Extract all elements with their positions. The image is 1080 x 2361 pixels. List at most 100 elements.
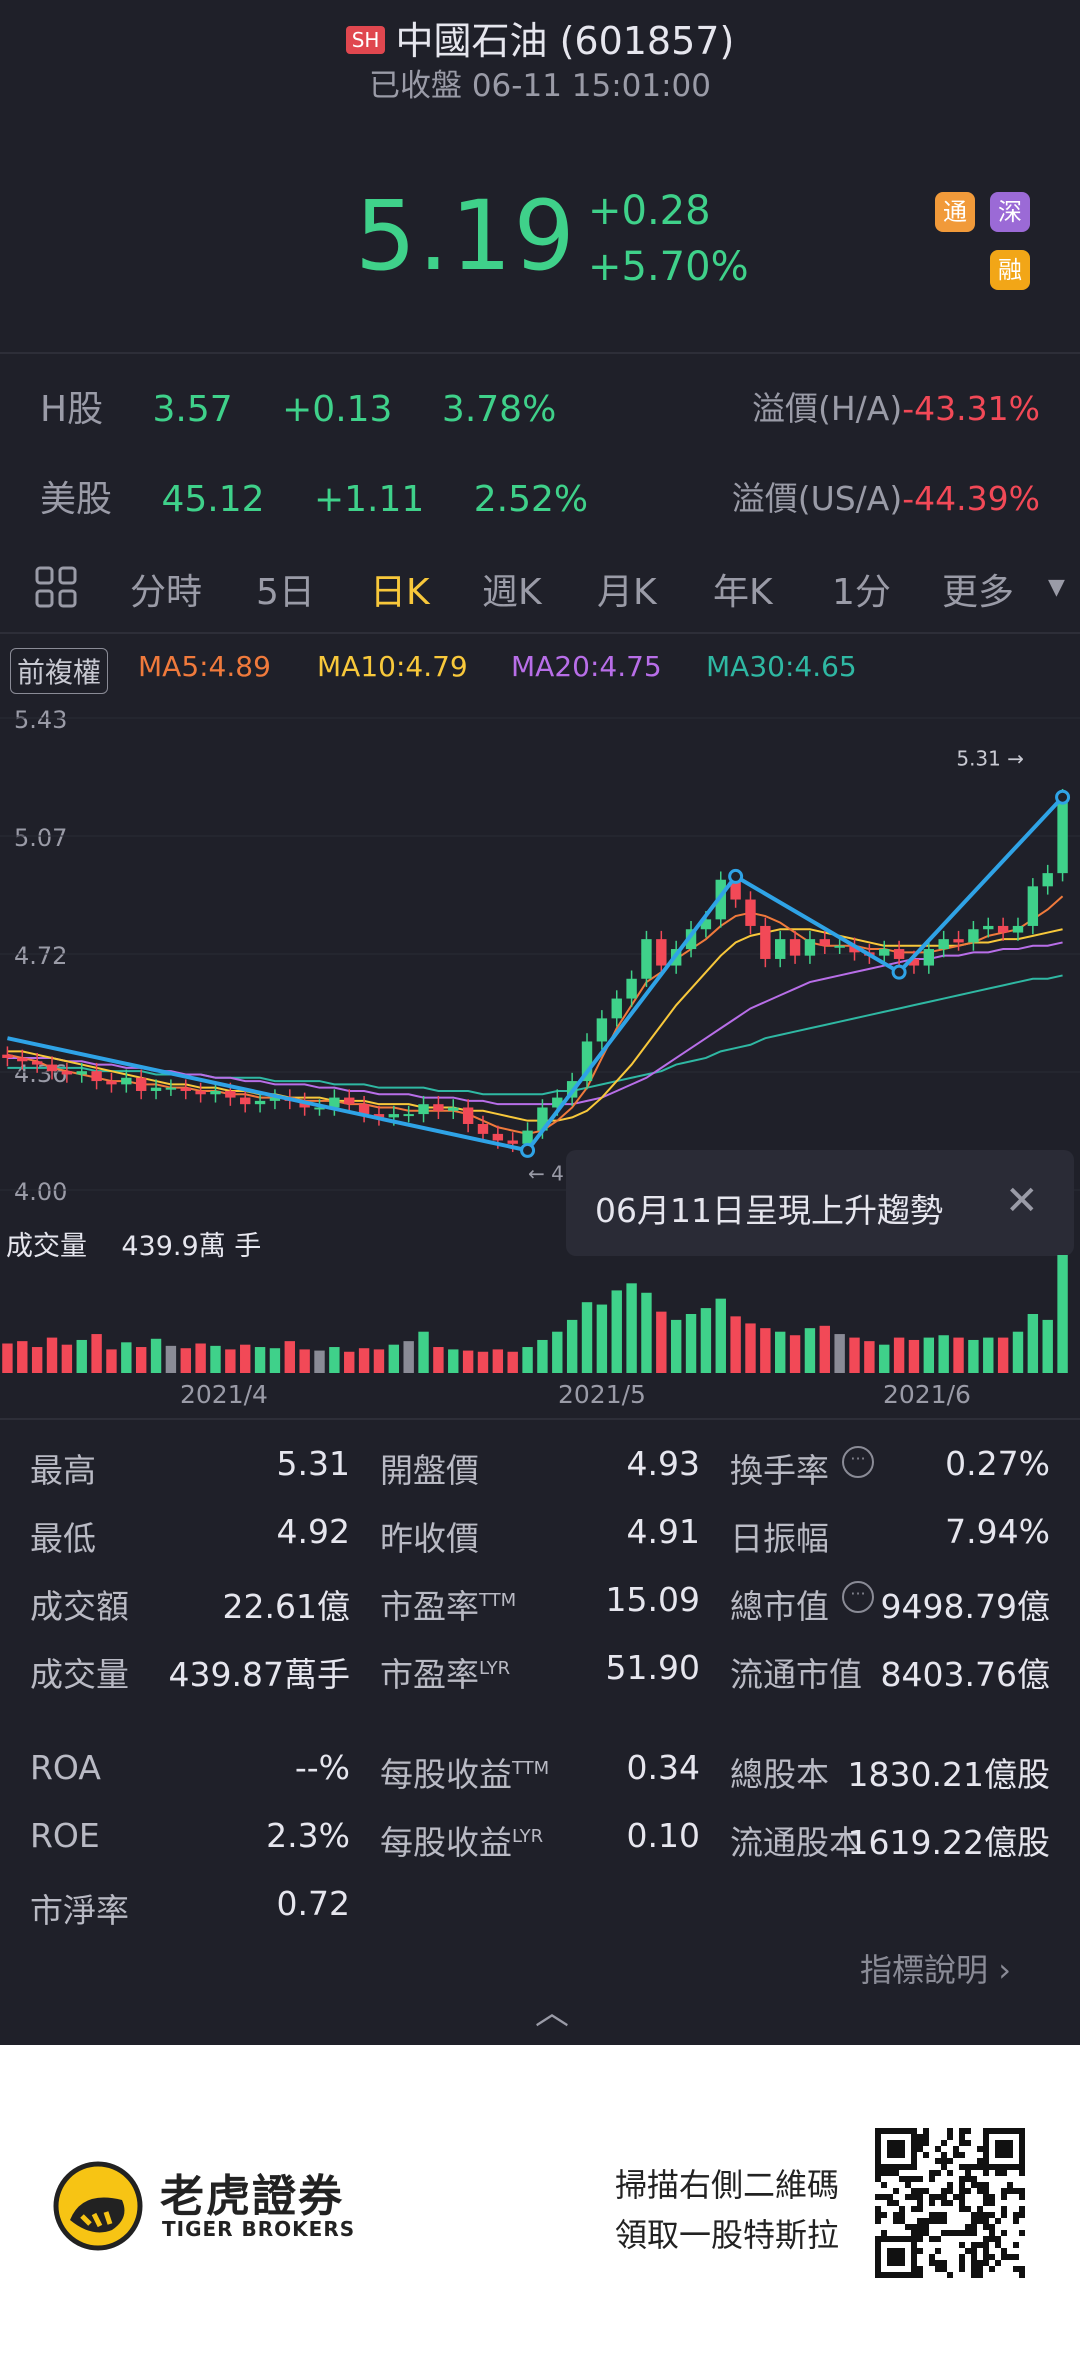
qr-module xyxy=(959,2128,965,2134)
stat-label: 成交額 xyxy=(30,1587,129,1626)
qr-module xyxy=(887,2170,893,2176)
candle-body xyxy=(195,1090,206,1095)
indicator-explain-link[interactable]: 指標說明 › xyxy=(860,1951,1011,1989)
caret-down-icon[interactable]: ▼ xyxy=(1048,575,1065,600)
margin-icon[interactable]: 融 xyxy=(990,250,1030,290)
qr-module xyxy=(1019,2194,1025,2200)
qr-module xyxy=(977,2164,983,2170)
grid-icon[interactable] xyxy=(34,565,78,618)
adjust-toggle[interactable]: 前複權 xyxy=(10,648,109,694)
qr-module xyxy=(941,2152,947,2158)
y-tick: 5.07 xyxy=(14,824,68,852)
stat-value: 15.09 xyxy=(605,1580,700,1619)
qr-module xyxy=(953,2230,959,2236)
close-icon[interactable]: ✕ xyxy=(1005,1178,1039,1224)
candlestick-chart[interactable]: 5.31 →← 4.12 xyxy=(0,700,1080,1220)
volume-bar xyxy=(923,1337,935,1373)
qr-module xyxy=(947,2128,953,2134)
qr-module xyxy=(917,2266,923,2272)
candle-body xyxy=(626,978,637,999)
qr-module xyxy=(947,2272,953,2278)
volume-bar xyxy=(17,1341,28,1373)
chevron-up-icon[interactable]: ︿ xyxy=(535,1993,569,2033)
qr-module xyxy=(1001,2170,1007,2176)
volume-bar xyxy=(91,1334,102,1373)
info-icon[interactable]: ··· xyxy=(842,1446,874,1478)
stat-label: 最低 xyxy=(30,1519,96,1558)
tab-intraday[interactable]: 分時 xyxy=(130,572,203,613)
volume-bar xyxy=(670,1319,682,1373)
volume-bar xyxy=(581,1302,593,1373)
qr-module xyxy=(971,2182,977,2188)
qr-module xyxy=(935,2248,941,2254)
h-share-pct: 3.78% xyxy=(441,389,557,430)
tab-weekly-k[interactable]: 週K xyxy=(482,572,542,613)
tab-monthly-k[interactable]: 月K xyxy=(597,572,657,613)
volume-bar xyxy=(284,1341,295,1373)
volume-bar xyxy=(299,1349,310,1373)
y-tick: 5.43 xyxy=(14,706,68,734)
tab-5day[interactable]: 5日 xyxy=(256,572,315,613)
qr-module xyxy=(983,2200,989,2206)
qr-module xyxy=(1001,2212,1007,2218)
stat-value: 0.72 xyxy=(276,1884,350,1923)
tab-daily-k[interactable]: 日K xyxy=(370,572,430,613)
qr-module xyxy=(929,2218,935,2224)
qr-module xyxy=(965,2248,971,2254)
candle-body xyxy=(611,998,622,1019)
qr-module xyxy=(1019,2230,1025,2236)
qr-module xyxy=(941,2158,947,2164)
shenzhen-connect-icon[interactable]: 深 xyxy=(990,192,1030,232)
candle-body xyxy=(849,945,860,953)
qr-module xyxy=(941,2212,947,2218)
candle-body xyxy=(968,929,979,943)
qr-module xyxy=(989,2224,995,2230)
qr-module xyxy=(977,2266,983,2272)
qr-module xyxy=(917,2230,923,2236)
candle-body xyxy=(210,1090,221,1095)
candle-body xyxy=(31,1061,43,1065)
stat-value: 5.31 xyxy=(276,1444,350,1483)
qr-module xyxy=(917,2134,923,2140)
qr-module xyxy=(929,2236,935,2242)
us-share-row[interactable]: 美股 45.12 +1.11 2.52% xyxy=(40,470,626,522)
x-tick: 2021/6 xyxy=(883,1380,971,1409)
qr-module xyxy=(923,2224,929,2230)
volume-bar xyxy=(448,1349,459,1373)
info-icon[interactable]: ··· xyxy=(842,1581,874,1613)
qr-module xyxy=(1013,2218,1019,2224)
qr-module xyxy=(917,2236,923,2242)
qr-module xyxy=(959,2254,965,2260)
candle-body xyxy=(745,899,756,926)
candle-body xyxy=(596,1018,608,1042)
h-share-row[interactable]: H股 3.57 +0.13 3.78% xyxy=(40,380,594,432)
tab-yearly-k[interactable]: 年K xyxy=(713,572,773,613)
qr-module xyxy=(917,2194,923,2200)
volume-bar xyxy=(908,1339,920,1373)
qr-module xyxy=(983,2212,989,2218)
volume-bar xyxy=(804,1328,816,1373)
candle-body xyxy=(388,1114,400,1118)
qr-module xyxy=(977,2188,983,2194)
trend-tooltip[interactable] xyxy=(566,1150,1074,1256)
tab-more[interactable]: 更多 xyxy=(942,572,1015,613)
candle-body xyxy=(715,879,726,920)
qr-module xyxy=(1019,2206,1025,2212)
tab-1min[interactable]: 1分 xyxy=(832,572,891,613)
qr-module xyxy=(1013,2212,1019,2218)
promo-footer xyxy=(0,2045,1080,2361)
candle-body xyxy=(953,939,964,943)
qr-module xyxy=(929,2212,935,2218)
h-share-change: +0.13 xyxy=(282,389,393,430)
qr-module xyxy=(941,2218,947,2224)
volume-bar xyxy=(195,1343,206,1373)
volume-bar xyxy=(121,1342,132,1373)
qr-module xyxy=(965,2188,971,2194)
connect-icon[interactable]: 通 xyxy=(935,192,975,232)
qr-module xyxy=(959,2182,965,2188)
stock-title: SH 中國石油 (601857) xyxy=(0,10,1080,65)
volume-bar xyxy=(150,1338,162,1373)
chart-tabs: 分時 5日 日K 週K 月K 年K 1分 更多 ▼ xyxy=(0,545,1080,629)
volume-bar xyxy=(106,1349,117,1373)
qr-module xyxy=(977,2242,983,2248)
